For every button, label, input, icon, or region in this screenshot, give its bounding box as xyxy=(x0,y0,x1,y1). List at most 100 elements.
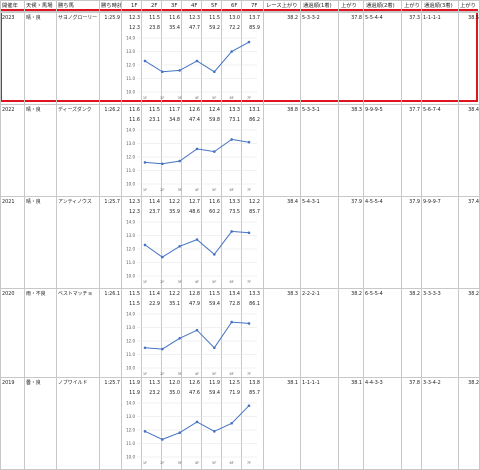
chart-svg: 14.0 13.0 12.0 11.0 10.0 1F 2F 3F 4F 5F 6F 7F xyxy=(126,220,257,284)
grid-vline xyxy=(56,0,57,470)
x-tick-label: 3F xyxy=(177,461,181,465)
cell-winner: サヨノグローリー xyxy=(58,15,98,21)
y-tick-label: 10.0 xyxy=(126,455,135,460)
cell-time: 1:25.7 xyxy=(104,380,120,386)
data-point xyxy=(143,430,147,433)
header-4f: 4F xyxy=(191,3,198,9)
x-tick-label: 3F xyxy=(177,96,181,100)
y-tick-label: 10.0 xyxy=(126,366,135,371)
x-tick-label: 1F xyxy=(143,188,147,192)
cell-weather: 晴・良 xyxy=(26,15,41,21)
cell-split: 12.4 xyxy=(209,107,220,113)
x-tick-label: 4F xyxy=(195,280,199,284)
cell-split: 12.2 xyxy=(169,291,180,297)
cell-split: 12.5 xyxy=(229,380,240,386)
y-tick-label: 11.0 xyxy=(126,352,135,357)
y-tick-label: 13.0 xyxy=(126,414,135,419)
y-tick-label: 12.0 xyxy=(126,155,135,160)
grid-vline xyxy=(0,0,1,470)
cell-cumulative: 85.7 xyxy=(249,209,260,215)
cell-race-last: 38.3 xyxy=(287,291,298,297)
cell-last-3rd: 38.4 xyxy=(468,107,479,113)
x-tick-label: 6F xyxy=(229,372,233,376)
split-time-chart: 14.0 13.0 12.0 11.0 10.0 1F 2F 3F 4F 5F 6F 7F xyxy=(121,34,263,102)
x-tick-label: 2F xyxy=(160,461,164,465)
y-tick-label: 13.0 xyxy=(126,233,135,238)
cell-last-2nd: 37.3 xyxy=(409,15,420,21)
data-point xyxy=(143,59,147,63)
data-point xyxy=(161,438,164,441)
cell-cumulative: 59.8 xyxy=(209,117,220,123)
x-tick-label: 5F xyxy=(212,188,216,192)
y-tick-label: 12.0 xyxy=(126,339,135,344)
cell-split: 12.6 xyxy=(189,107,200,113)
x-tick-label: 1F xyxy=(143,461,147,465)
grid-vline xyxy=(363,0,364,470)
cell-split: 13.3 xyxy=(249,291,260,297)
x-tick-label: 7F xyxy=(247,461,251,465)
grid-hline xyxy=(0,0,480,1)
cell-weather: 晴・良 xyxy=(26,199,41,205)
cell-cumulative: 47.7 xyxy=(189,25,200,31)
header-time: 勝ち時計 xyxy=(101,3,121,9)
cell-passing-3rd: 9-9-9-7 xyxy=(423,199,441,205)
cell-passing-3rd: 3-3-3-3 xyxy=(423,291,441,297)
cell-split: 13.7 xyxy=(249,15,260,21)
header-year: 開催年 xyxy=(2,3,18,9)
data-point xyxy=(195,147,199,151)
grid-vline xyxy=(421,0,422,470)
header-weather: 天候・馬場 xyxy=(26,3,53,9)
cell-split: 12.3 xyxy=(129,199,140,205)
cell-split: 12.8 xyxy=(189,291,200,297)
cell-cumulative: 59.2 xyxy=(209,25,220,31)
grid-vline xyxy=(458,0,459,470)
cell-split: 12.2 xyxy=(169,199,180,205)
cell-split: 12.3 xyxy=(129,15,140,21)
header-3f: 3F xyxy=(171,3,178,9)
cell-cumulative: 72.8 xyxy=(229,301,240,307)
data-point xyxy=(161,347,164,351)
cell-race-last: 38.4 xyxy=(287,199,298,205)
header-passing-1st: 通過順(1着) xyxy=(303,3,332,9)
data-point xyxy=(230,320,233,324)
cell-passing-3rd: 5-6-7-4 xyxy=(423,107,441,113)
header-5f: 5F xyxy=(211,3,218,9)
cell-cumulative: 71.9 xyxy=(229,390,240,396)
cell-split: 13.8 xyxy=(249,380,260,386)
cell-passing-2nd: 6-5-5-4 xyxy=(365,291,383,297)
cell-winner: ベストマッチョ xyxy=(58,291,93,297)
y-tick-label: 10.0 xyxy=(126,90,135,95)
cell-cumulative: 11.6 xyxy=(129,117,140,123)
x-tick-label: 5F xyxy=(212,280,216,284)
y-tick-label: 11.0 xyxy=(126,76,135,81)
x-tick-label: 2F xyxy=(160,96,164,100)
cell-last-3rd: 38.2 xyxy=(468,380,479,386)
data-point xyxy=(178,159,181,163)
y-tick-label: 11.0 xyxy=(126,260,135,265)
grid-vline xyxy=(263,0,264,470)
data-point xyxy=(247,404,251,407)
cell-cumulative: 11.5 xyxy=(129,301,140,307)
y-tick-label: 10.0 xyxy=(126,182,135,187)
data-point xyxy=(213,346,216,350)
y-tick-label: 14.0 xyxy=(126,220,135,225)
header-6f: 6F xyxy=(231,3,238,9)
cell-cumulative: 12.3 xyxy=(129,25,140,31)
chart-svg: 14.0 13.0 12.0 11.0 10.0 1F 2F 3F 4F 5F 6F 7F xyxy=(126,401,257,465)
x-tick-label: 7F xyxy=(247,188,251,192)
y-tick-label: 11.0 xyxy=(126,168,135,173)
cell-cumulative: 34.8 xyxy=(169,117,180,123)
header-last-1st: 上がり xyxy=(341,3,357,9)
cell-year: 2022 xyxy=(2,107,15,113)
x-tick-label: 6F xyxy=(229,461,233,465)
cell-passing-3rd: 3-3-4-2 xyxy=(423,380,441,386)
chart-svg: 14.0 13.0 12.0 11.0 10.0 1F 2F 3F 4F 5F 6F 7F xyxy=(126,312,257,376)
cell-split: 11.5 xyxy=(149,15,160,21)
grid-hline xyxy=(0,288,480,289)
cell-race-last: 38.8 xyxy=(287,107,298,113)
cell-cumulative: 35.9 xyxy=(169,209,180,215)
grid-vline xyxy=(221,0,222,470)
header-2f: 2F xyxy=(151,3,158,9)
x-tick-label: 6F xyxy=(229,280,233,284)
